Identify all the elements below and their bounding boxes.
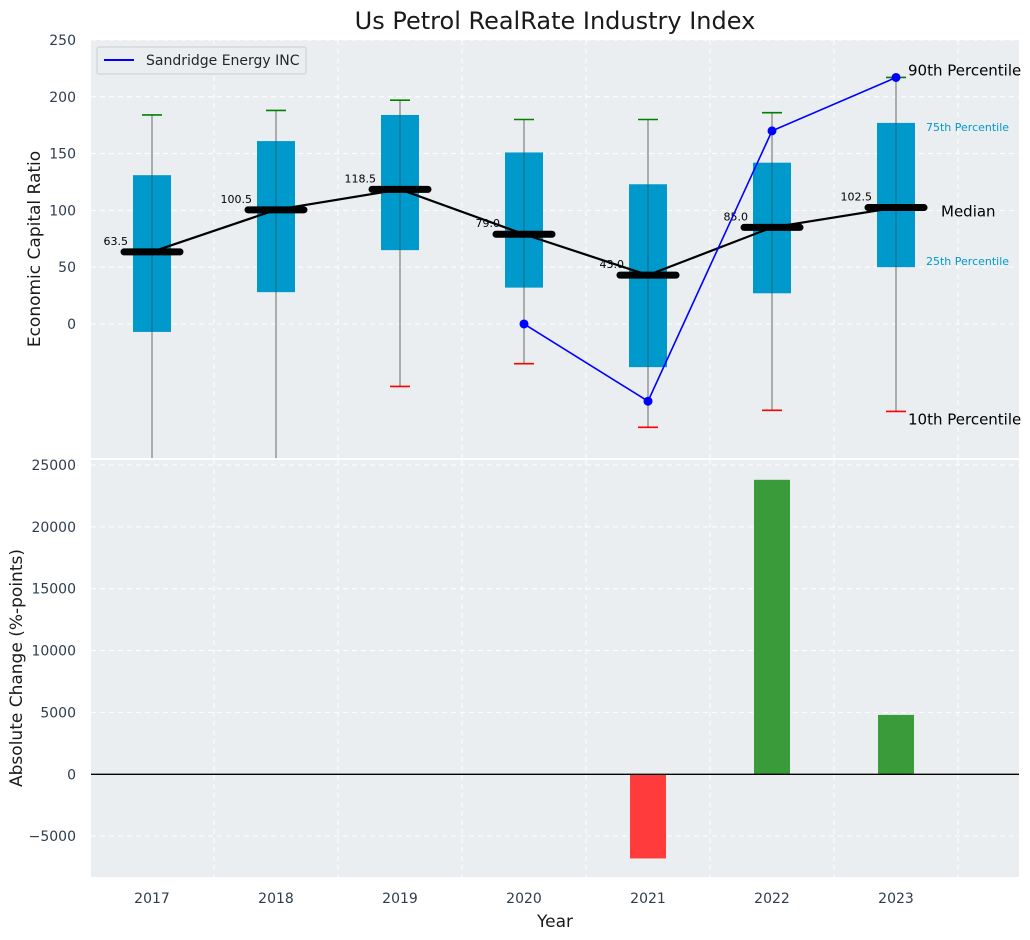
x-axis-label: Year xyxy=(536,912,573,932)
top-y-tick-label: 50 xyxy=(58,260,76,276)
change-bar-2021 xyxy=(630,774,666,859)
bottom-y-tick-label: −5000 xyxy=(29,829,76,845)
top-y-axis-label: Economic Capital Ratio xyxy=(25,151,45,347)
series-line-sandridge xyxy=(523,76,897,403)
bottom-y-tick-label: 15000 xyxy=(31,582,76,598)
legend-box xyxy=(96,46,307,75)
median-label-2018: 100.5 xyxy=(221,193,253,206)
annotation-25th-percentile: 25th Percentile xyxy=(926,255,1009,268)
change-bar-2023 xyxy=(878,714,914,775)
annotation-75th-percentile: 75th Percentile xyxy=(926,121,1009,134)
x-tick-label-2019: 2019 xyxy=(382,891,418,907)
top-y-tick-label: 250 xyxy=(49,33,76,49)
x-tick-label-2017: 2017 xyxy=(134,891,170,907)
median-label-2022: 85.0 xyxy=(724,210,749,223)
top-plot-background xyxy=(91,40,1019,458)
top-y-tick-label: 150 xyxy=(49,147,76,163)
box-plots: 63.5 100.5 118.5 79.0 43.0 85.0 102.5 xyxy=(104,76,928,458)
top-grid xyxy=(91,39,1019,458)
chart-title: Us Petrol RealRate Industry Index xyxy=(355,7,756,35)
top-y-ticks: 0 50 100 150 200 250 xyxy=(49,33,76,333)
series-point-2020 xyxy=(519,319,529,329)
x-tick-label-2023: 2023 xyxy=(878,891,914,907)
x-ticks: 2017 2018 2019 2020 2021 2022 2023 xyxy=(134,891,914,907)
bottom-y-tick-label: 10000 xyxy=(31,644,76,660)
series-point-2021 xyxy=(643,396,653,406)
bottom-plot-background xyxy=(91,460,1019,877)
top-y-tick-label: 100 xyxy=(49,203,76,219)
bottom-y-tick-label: 0 xyxy=(67,767,76,783)
median-label-2023: 102.5 xyxy=(841,191,873,204)
series-point-2023 xyxy=(891,72,901,82)
legend: Sandridge Energy INC xyxy=(96,46,307,75)
bottom-y-tick-label: 25000 xyxy=(31,458,76,474)
top-y-tick-label: 200 xyxy=(49,90,76,106)
bottom-y-axis-label: Absolute Change (%-points) xyxy=(7,549,27,787)
change-bars xyxy=(91,479,1019,859)
x-tick-label-2020: 2020 xyxy=(506,891,542,907)
median-label-2020: 79.0 xyxy=(476,217,501,230)
annotation-10th-percentile: 10th Percentile xyxy=(908,410,1021,428)
x-tick-label-2022: 2022 xyxy=(754,891,790,907)
top-y-tick-label: 0 xyxy=(67,317,76,333)
median-label-2021: 43.0 xyxy=(600,258,625,271)
series-line-group xyxy=(519,72,901,406)
legend-entry: Sandridge Energy INC xyxy=(146,53,300,69)
bottom-y-ticks: −5000 0 5000 10000 15000 20000 25000 xyxy=(29,458,76,845)
bottom-y-tick-label: 20000 xyxy=(31,520,76,536)
x-tick-label-2018: 2018 xyxy=(258,891,294,907)
change-bar-2022 xyxy=(754,479,790,775)
top-panel: 0 50 100 150 200 250 63.5 100.5 118.5 79.0 43.0 85… xyxy=(25,7,1021,458)
bottom-y-tick-label: 5000 xyxy=(40,705,76,721)
x-tick-label-2021: 2021 xyxy=(630,891,666,907)
percentile-annotations: 90th Percentile 75th Percentile Median 25th… xyxy=(908,61,1021,428)
median-label-2019: 118.5 xyxy=(345,172,377,185)
series-point-2022 xyxy=(767,126,777,136)
annotation-median: Median xyxy=(941,203,996,221)
median-label-2017: 63.5 xyxy=(104,235,129,248)
annotation-90th-percentile: 90th Percentile xyxy=(908,61,1021,79)
